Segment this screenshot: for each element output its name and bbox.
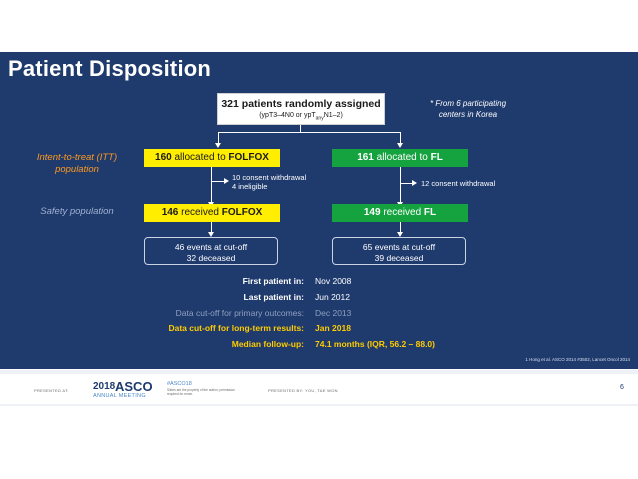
- footer-top-rule: [0, 370, 638, 374]
- left-withdrawal-text: 10 consent withdrawal 4 ineligible: [232, 173, 307, 191]
- info-longterm-cutoff: Data cut-off for long-term results: Jan …: [168, 323, 351, 333]
- arrow-right-withdrawal-icon: [412, 180, 417, 186]
- folfox-allocated-box: 160 allocated to FOLFOX: [144, 149, 280, 167]
- connector-right-down: [400, 132, 401, 144]
- connector-top-horizontal: [218, 132, 401, 133]
- presented-by-label: PRESENTED BY: YOU, TAE WON: [268, 388, 338, 393]
- right-withdrawal-text: 12 consent withdrawal: [421, 179, 496, 188]
- folfox-received-box: 146 received FOLFOX: [144, 204, 280, 222]
- arrow-right-events-icon: [397, 232, 403, 237]
- footer: PRESENTED AT: 2018 ASCO ANNUAL MEETING #…: [0, 374, 638, 404]
- right-events-connector: [400, 222, 401, 233]
- arrow-left-events-icon: [208, 232, 214, 237]
- fl-received-box: 149 received FL: [332, 204, 468, 222]
- info-first-patient: First patient in: Nov 2008: [242, 276, 352, 286]
- asco-logo: 2018 ASCO ANNUAL MEETING: [93, 379, 153, 399]
- itt-label: Intent-to-treat (ITT) population: [36, 152, 118, 175]
- connector-top-vertical: [300, 125, 301, 132]
- fl-allocated-box: 161 allocated to FL: [332, 149, 468, 167]
- right-withdrawal-connector: [400, 183, 413, 184]
- folfox-events-box: 46 events at cut-off 32 deceased: [144, 237, 278, 265]
- randomized-count: 321 patients randomly assigned: [221, 98, 381, 110]
- arrow-left-down-icon: [215, 143, 221, 148]
- presented-at-label: PRESENTED AT:: [34, 388, 69, 393]
- slide: Patient Disposition 321 patients randoml…: [0, 52, 638, 369]
- hashtag: #ASCO18: [167, 381, 192, 387]
- left-events-connector: [211, 222, 212, 233]
- slide-title: Patient Disposition: [8, 56, 212, 81]
- eligibility-criteria: (ypT3–4N0 or ypTanyN1–2): [259, 112, 343, 122]
- info-primary-cutoff: Data cut-off for primary outcomes: Dec 2…: [175, 308, 352, 318]
- randomized-box: 321 patients randomly assigned (ypT3–4N0…: [217, 93, 385, 125]
- center-note: * From 6 participating centers in Korea: [429, 99, 507, 119]
- connector-left-down: [218, 132, 219, 144]
- reference-citation: 1 Hong et al. ASCO 2014 #3502, Lancet On…: [525, 357, 630, 362]
- safety-population-label: Safety population: [40, 206, 114, 217]
- randomized-text: 321 patients randomly assigned: [218, 97, 384, 111]
- arrow-right-down-icon: [397, 143, 403, 148]
- left-arm-connector: [211, 167, 212, 203]
- slides-property-note: Slides are the property of the author, p…: [167, 388, 235, 396]
- info-median-followup: Median follow-up: 74.1 months (IQR, 56.2…: [231, 339, 435, 349]
- right-arm-connector: [400, 167, 401, 203]
- info-last-patient: Last patient in: Jun 2012: [243, 292, 350, 302]
- footer-bottom-rule: [0, 404, 638, 406]
- fl-events-box: 65 events at cut-off 39 deceased: [332, 237, 466, 265]
- arrow-left-withdrawal-icon: [224, 178, 229, 184]
- left-withdrawal-connector: [211, 181, 225, 182]
- page-number: 6: [620, 384, 624, 391]
